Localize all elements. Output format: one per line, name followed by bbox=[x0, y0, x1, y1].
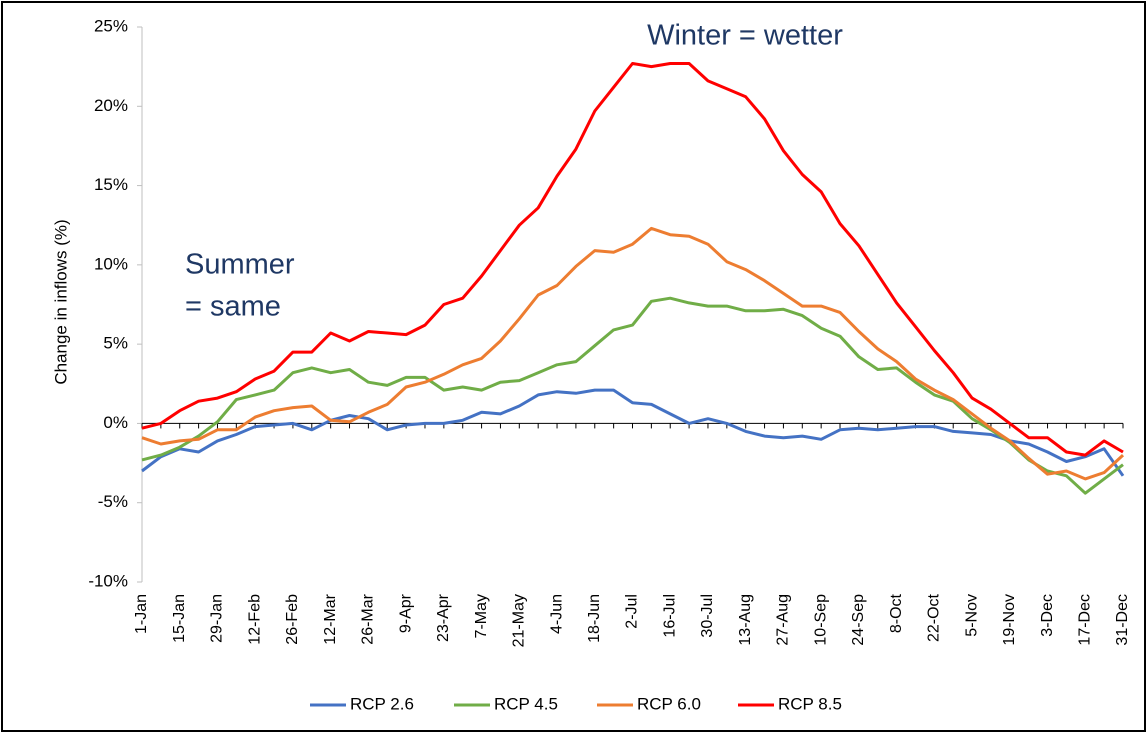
y-tick-label: -5% bbox=[98, 492, 128, 511]
x-tick-label: 12-Mar bbox=[322, 593, 339, 644]
x-tick-label: 10-Sep bbox=[812, 594, 829, 646]
legend-label: RCP 6.0 bbox=[637, 694, 701, 713]
x-tick-label: 26-Mar bbox=[360, 593, 377, 644]
series-line bbox=[141, 388, 1125, 477]
annotation: Winter = wetter bbox=[647, 20, 843, 52]
x-tick-label: 31-Dec bbox=[1114, 594, 1131, 646]
x-tick-label: 22-Oct bbox=[926, 593, 943, 642]
annotation: Summer bbox=[185, 249, 295, 281]
x-tick-label: 5-Nov bbox=[963, 594, 980, 637]
x-tick-label: 21-May bbox=[511, 594, 528, 647]
y-tick-label: 5% bbox=[103, 334, 128, 353]
x-tick-label: 15-Jan bbox=[171, 594, 188, 643]
annotation: = same bbox=[185, 291, 281, 323]
x-tick-label: 16-Jul bbox=[661, 594, 678, 638]
y-tick-label: 20% bbox=[94, 96, 128, 115]
series-line bbox=[141, 62, 1124, 457]
x-tick-label: 1-Jan bbox=[133, 594, 150, 634]
legend-label: RCP 2.6 bbox=[350, 694, 414, 713]
legend-label: RCP 8.5 bbox=[778, 694, 842, 713]
x-tick-label: 4-Jun bbox=[548, 594, 565, 634]
y-tick-label: 0% bbox=[103, 413, 128, 432]
x-tick-label: 7-May bbox=[473, 594, 490, 638]
x-tick-label: 17-Dec bbox=[1076, 594, 1093, 646]
x-tick-label: 27-Aug bbox=[775, 594, 792, 646]
legend-label: RCP 4.5 bbox=[494, 694, 558, 713]
x-tick-label: 18-Jun bbox=[586, 594, 603, 643]
y-tick-label: 10% bbox=[94, 254, 128, 273]
x-tick-label: 19-Nov bbox=[1001, 594, 1018, 646]
y-axis-label: Change in inflows (%) bbox=[51, 219, 70, 384]
y-tick-label: 15% bbox=[94, 175, 128, 194]
series-line bbox=[141, 226, 1125, 481]
x-tick-label: 2-Jul bbox=[624, 594, 641, 629]
x-tick-label: 29-Jan bbox=[209, 594, 226, 643]
x-tick-label: 24-Sep bbox=[850, 594, 867, 646]
y-tick-label: -10% bbox=[88, 571, 128, 590]
x-tick-label: 12-Feb bbox=[246, 594, 263, 645]
series-line bbox=[141, 296, 1124, 495]
x-tick-label: 30-Jul bbox=[699, 594, 716, 638]
x-tick-label: 9-Apr bbox=[397, 593, 414, 633]
x-tick-label: 13-Aug bbox=[737, 594, 754, 646]
x-tick-label: 3-Dec bbox=[1039, 594, 1056, 637]
y-tick-label: 25% bbox=[94, 16, 128, 35]
x-tick-label: 23-Apr bbox=[435, 593, 452, 642]
x-tick-label: 8-Oct bbox=[888, 593, 905, 633]
x-tick-label: 26-Feb bbox=[284, 594, 301, 645]
